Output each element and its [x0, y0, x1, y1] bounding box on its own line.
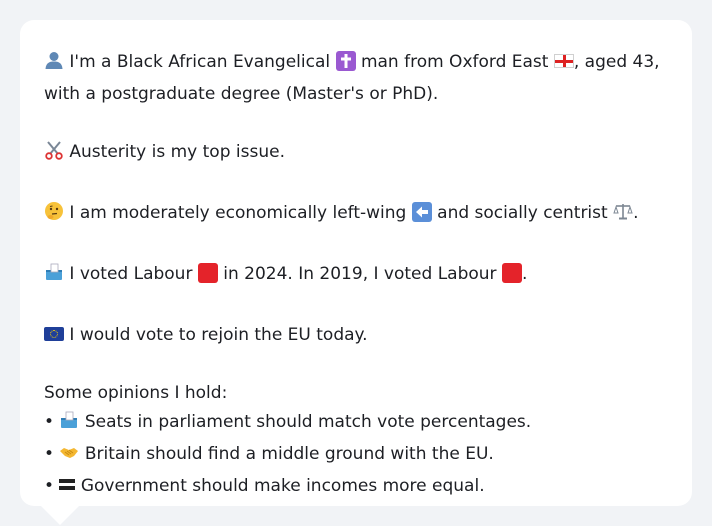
balance-scale-icon — [613, 201, 633, 231]
bullet: • — [44, 476, 55, 496]
handshake-icon — [59, 442, 79, 472]
persona-message-bubble: I'm a Black African Evangelical man from… — [20, 20, 692, 506]
left-arrow-icon — [411, 202, 432, 222]
bullet: • — [44, 444, 55, 464]
opinions-heading: Some opinions I hold: — [44, 383, 228, 403]
eu-text: I would vote to rejoin the EU today. — [69, 325, 368, 345]
votes-text-c: . — [521, 264, 528, 284]
eu-paragraph: I would vote to rejoin the EU today. — [44, 321, 668, 350]
bullet: • — [44, 412, 55, 432]
eu-flag-icon — [44, 327, 64, 341]
issue-paragraph: Austerity is my top issue. — [44, 138, 668, 170]
ballot-box-icon — [44, 262, 64, 292]
votes-paragraph: I voted Labour in 2024. In 2019, I voted… — [44, 260, 668, 292]
latin-cross-icon — [335, 51, 356, 71]
ideology-paragraph: I am moderately economically left-wing a… — [44, 199, 668, 231]
ballot-box-icon — [59, 410, 79, 440]
ideology-text-c: . — [633, 203, 639, 223]
scissors-icon — [44, 140, 64, 170]
equals-icon — [59, 479, 76, 490]
ideology-text-a: I am moderately economically left-wing — [69, 203, 407, 223]
opinion-list-item: • Seats in parliament should match vote … — [44, 408, 668, 440]
votes-text-b: in 2024. In 2019, I voted Labour — [223, 264, 497, 284]
opinion-text: Seats in parliament should match vote pe… — [84, 412, 532, 432]
opinion-text: Britain should find a middle ground with… — [84, 444, 494, 464]
thinking-face-icon — [44, 201, 64, 231]
opinion-list-item: • Government should make incomes more eq… — [44, 472, 668, 501]
profile-text-c: , aged 43, — [573, 52, 660, 72]
profile-text-b: man from Oxford East — [360, 52, 549, 72]
england-flag-icon — [553, 54, 574, 68]
opinion-text: Government should make incomes more equa… — [80, 476, 485, 496]
opinion-list-item: • Britain should find a middle ground wi… — [44, 440, 668, 472]
person-icon — [44, 50, 64, 80]
votes-text-a: I voted Labour — [69, 264, 193, 284]
profile-text-line2: with a postgraduate degree (Master's or … — [44, 84, 439, 104]
bubble-tail — [40, 505, 80, 525]
profile-text-a: I'm a Black African Evangelical — [69, 52, 331, 72]
red-square-icon — [501, 263, 522, 283]
issue-text: Austerity is my top issue. — [69, 142, 285, 162]
red-square-icon — [197, 263, 218, 283]
profile-paragraph: I'm a Black African Evangelical man from… — [44, 48, 668, 109]
ideology-text-b: and socially centrist — [437, 203, 608, 223]
